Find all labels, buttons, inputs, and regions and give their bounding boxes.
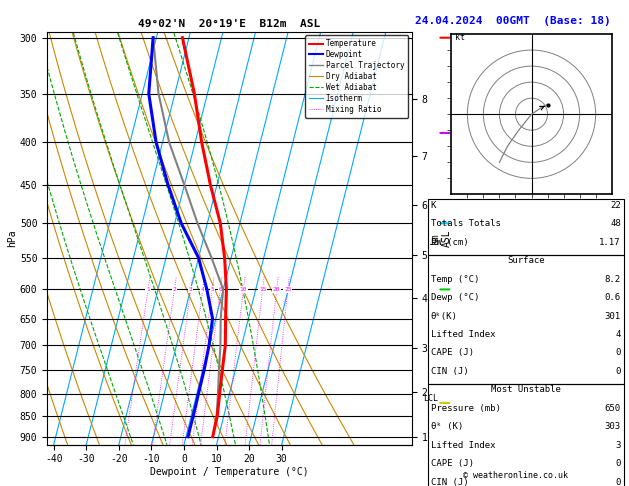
Text: 22: 22 (610, 201, 621, 210)
Text: 6: 6 (218, 287, 222, 292)
Text: 5: 5 (211, 287, 214, 292)
Text: 3: 3 (615, 441, 621, 450)
Text: kt: kt (455, 34, 465, 42)
Text: 650: 650 (604, 404, 621, 413)
Text: © weatheronline.co.uk: © weatheronline.co.uk (464, 471, 568, 480)
X-axis label: Dewpoint / Temperature (°C): Dewpoint / Temperature (°C) (150, 467, 309, 477)
Text: CIN (J): CIN (J) (431, 367, 469, 376)
Text: Surface: Surface (507, 256, 545, 265)
Text: Pressure (mb): Pressure (mb) (431, 404, 501, 413)
Text: 4: 4 (201, 287, 204, 292)
Text: Totals Totals: Totals Totals (431, 219, 501, 228)
Legend: Temperature, Dewpoint, Parcel Trajectory, Dry Adiabat, Wet Adiabat, Isotherm, Mi: Temperature, Dewpoint, Parcel Trajectory… (305, 35, 408, 118)
Text: Dewp (°C): Dewp (°C) (431, 293, 479, 302)
Text: Lifted Index: Lifted Index (431, 330, 496, 339)
Y-axis label: hPa: hPa (7, 229, 17, 247)
Text: 303: 303 (604, 422, 621, 432)
Text: θᵏ (K): θᵏ (K) (431, 422, 463, 432)
Text: K: K (431, 201, 437, 210)
Text: 25: 25 (284, 287, 292, 292)
Text: 8.2: 8.2 (604, 275, 621, 284)
Text: 3: 3 (189, 287, 192, 292)
Text: CIN (J): CIN (J) (431, 478, 469, 486)
Text: 0: 0 (615, 478, 621, 486)
Y-axis label: km
ASL: km ASL (430, 229, 452, 247)
Text: 301: 301 (604, 312, 621, 321)
Text: 10: 10 (240, 287, 247, 292)
Text: 2: 2 (172, 287, 176, 292)
Title: 49°02'N  20°19'E  B12m  ASL: 49°02'N 20°19'E B12m ASL (138, 19, 321, 30)
Text: Lifted Index: Lifted Index (431, 441, 496, 450)
Text: 24.04.2024  00GMT  (Base: 18): 24.04.2024 00GMT (Base: 18) (415, 16, 611, 26)
Text: CAPE (J): CAPE (J) (431, 348, 474, 358)
Text: 20: 20 (273, 287, 281, 292)
Text: Most Unstable: Most Unstable (491, 385, 561, 395)
Text: 0: 0 (615, 348, 621, 358)
Text: Temp (°C): Temp (°C) (431, 275, 479, 284)
Text: θᵏ(K): θᵏ(K) (431, 312, 458, 321)
Text: 0: 0 (615, 459, 621, 469)
Text: LCL: LCL (423, 394, 438, 403)
Text: 1.17: 1.17 (599, 238, 621, 247)
Text: 48: 48 (610, 219, 621, 228)
Text: 1: 1 (146, 287, 150, 292)
Text: CAPE (J): CAPE (J) (431, 459, 474, 469)
Text: 0: 0 (615, 367, 621, 376)
Text: 15: 15 (259, 287, 267, 292)
Text: PW (cm): PW (cm) (431, 238, 469, 247)
Text: 4: 4 (615, 330, 621, 339)
Text: 0.6: 0.6 (604, 293, 621, 302)
